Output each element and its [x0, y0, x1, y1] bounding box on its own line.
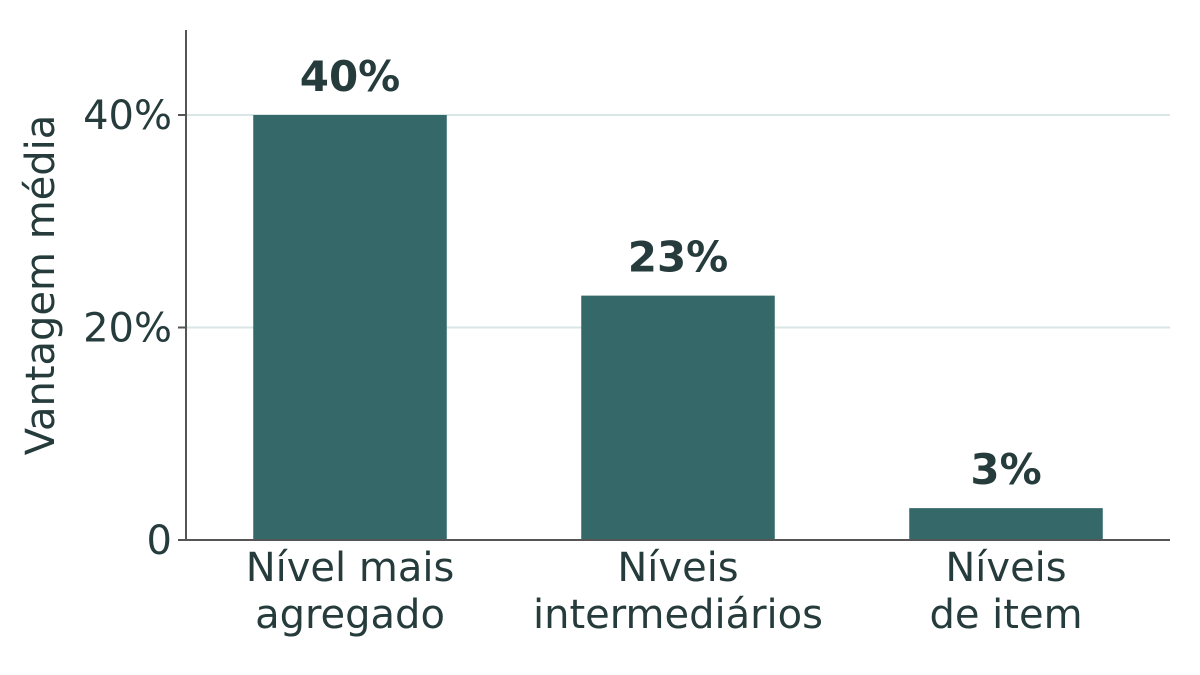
category-label: Níveis intermediários [533, 545, 823, 638]
y-tick-label: 0 [147, 518, 172, 564]
data-labels: 40% 23% 3% [300, 52, 1042, 494]
y-tick-label: 40% [83, 93, 172, 139]
bar [581, 295, 775, 540]
y-tick-label: 20% [83, 306, 172, 352]
data-label: 23% [628, 233, 729, 282]
data-label: 3% [970, 445, 1041, 494]
category-labels: Nível mais agregado Níveis intermediários Ní… [246, 545, 1083, 638]
category-label: Nível mais agregado [246, 545, 455, 638]
y-tick-labels: 0 20% 40% [83, 93, 186, 564]
data-label: 40% [300, 52, 401, 101]
bars [253, 115, 1103, 540]
category-label: Níveis de item [929, 545, 1082, 638]
bar [253, 115, 447, 540]
y-axis-title: Vantagem média [18, 115, 64, 456]
bar [909, 508, 1103, 540]
